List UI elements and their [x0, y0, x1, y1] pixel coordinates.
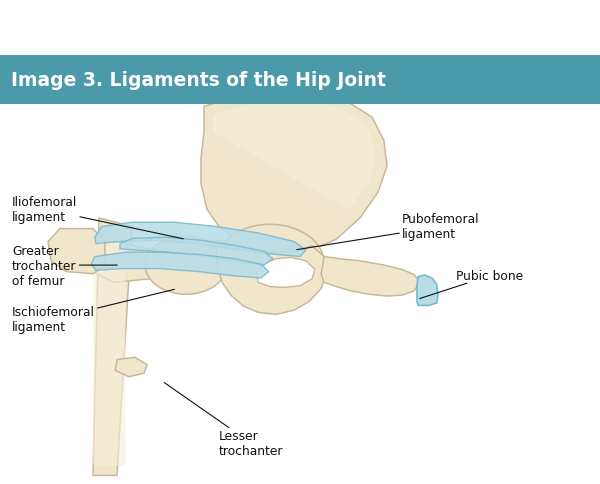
Text: Pubofemoral
ligament: Pubofemoral ligament [297, 213, 479, 250]
FancyBboxPatch shape [0, 56, 600, 105]
Text: Greater
trochanter
of femur: Greater trochanter of femur [12, 244, 117, 287]
Polygon shape [216, 240, 327, 315]
Polygon shape [257, 258, 315, 288]
Circle shape [145, 236, 227, 295]
Text: Ischiofemoral
ligament: Ischiofemoral ligament [12, 290, 174, 333]
Polygon shape [115, 358, 147, 377]
FancyBboxPatch shape [93, 236, 125, 466]
Polygon shape [95, 223, 306, 257]
Polygon shape [267, 56, 336, 96]
Polygon shape [201, 92, 387, 255]
Text: Lesser
trochanter: Lesser trochanter [164, 383, 284, 457]
Polygon shape [93, 218, 132, 475]
Polygon shape [48, 229, 105, 274]
Text: Pubic bone: Pubic bone [419, 270, 523, 299]
Polygon shape [120, 238, 273, 266]
Polygon shape [417, 275, 438, 306]
Circle shape [216, 225, 324, 302]
Text: Image 3. Ligaments of the Hip Joint: Image 3. Ligaments of the Hip Joint [11, 71, 386, 90]
Polygon shape [213, 101, 375, 210]
Text: Iliofemoral
ligament: Iliofemoral ligament [12, 196, 183, 239]
Polygon shape [96, 236, 180, 283]
Polygon shape [321, 257, 420, 296]
Polygon shape [91, 253, 269, 278]
